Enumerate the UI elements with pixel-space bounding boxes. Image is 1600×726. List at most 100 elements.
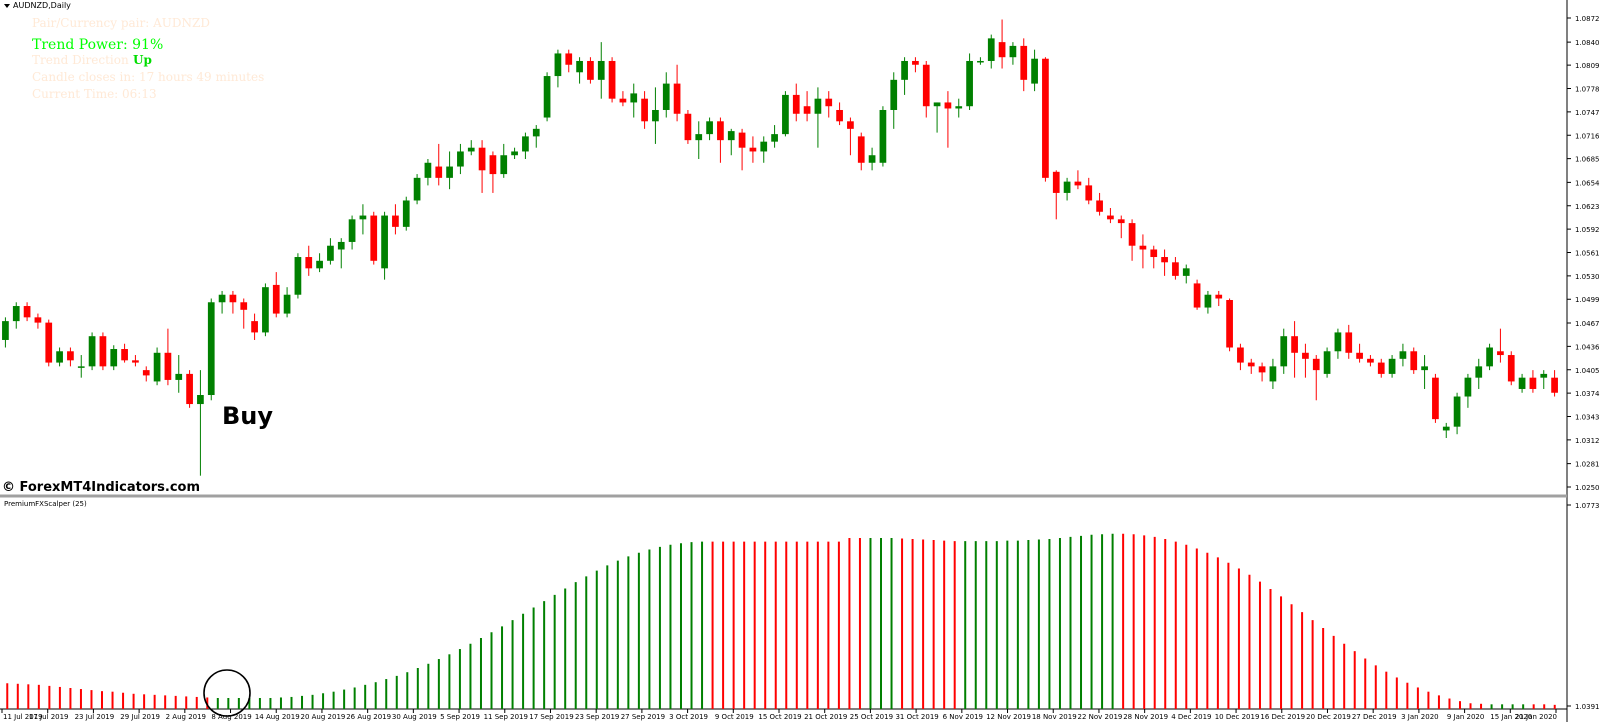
- candle: [413, 174, 421, 205]
- time-tick-label: 3 Oct 2019: [669, 713, 708, 721]
- candle-body: [1204, 294, 1212, 308]
- buy-signal-circle: [203, 669, 251, 717]
- candle: [327, 238, 334, 265]
- candle: [262, 283, 269, 337]
- candle: [1258, 362, 1266, 382]
- candle: [283, 287, 291, 318]
- candle: [1551, 370, 1558, 397]
- candle: [987, 34, 995, 69]
- candle-body: [1009, 45, 1017, 58]
- candle-body: [738, 132, 746, 148]
- candle: [132, 355, 139, 367]
- time-tick-label: 16 Dec 2019: [1260, 713, 1305, 721]
- candle-body: [1377, 362, 1385, 374]
- candle: [1334, 328, 1342, 359]
- candle-body: [175, 373, 183, 380]
- candle: [1345, 324, 1353, 359]
- candle: [240, 298, 248, 329]
- candle: [738, 128, 746, 171]
- candle-body: [1172, 262, 1179, 276]
- candle-body: [272, 284, 280, 314]
- time-tick-label: 18 Nov 2019: [1032, 713, 1077, 721]
- candle: [121, 343, 128, 363]
- time-tick-label: 31 Oct 2019: [895, 713, 938, 721]
- candle: [1063, 177, 1071, 201]
- candle-body: [56, 351, 63, 363]
- candle: [446, 151, 453, 190]
- candle-body: [381, 215, 388, 269]
- candle: [207, 298, 215, 401]
- candle-body: [966, 60, 973, 107]
- candle: [998, 19, 1006, 69]
- candle-body: [706, 121, 713, 135]
- candle-body: [511, 151, 518, 156]
- candle: [45, 319, 53, 367]
- candle: [522, 132, 529, 160]
- candle: [1226, 298, 1233, 352]
- time-tick-label: 15 Jan 2020: [1490, 713, 1532, 721]
- candle: [847, 117, 854, 156]
- candle-body: [1529, 377, 1537, 389]
- candle: [12, 302, 20, 329]
- candle-body: [413, 177, 421, 201]
- candle: [771, 125, 778, 148]
- candle: [608, 57, 616, 103]
- candle-body: [1226, 300, 1233, 348]
- candle: [1377, 358, 1385, 378]
- candle-body: [1442, 426, 1450, 431]
- candle: [1302, 343, 1309, 378]
- candle-body: [218, 294, 226, 303]
- candle-body: [565, 53, 573, 65]
- time-tick-label: 9 Oct 2019: [715, 713, 754, 721]
- price-tick-label: 1.08095: [1575, 62, 1600, 70]
- time-tick-label: 2 Aug 2019: [166, 713, 206, 721]
- time-tick-label: 12 Nov 2019: [986, 713, 1031, 721]
- candle: [511, 147, 518, 160]
- candle-body: [1247, 362, 1255, 367]
- candle-body: [1551, 377, 1558, 393]
- candle-body: [1020, 45, 1028, 80]
- price-tick-label: 1.07475: [1575, 109, 1600, 117]
- candle-body: [45, 322, 53, 363]
- candle: [1280, 328, 1288, 374]
- candle: [1204, 290, 1212, 314]
- time-tick-label: 27 Dec 2019: [1352, 713, 1397, 721]
- dropdown-triangle-icon[interactable]: [4, 4, 10, 8]
- time-tick-label: 3 Jan 2020: [1401, 713, 1439, 721]
- info-trend-direction-value: Up: [133, 53, 152, 67]
- candle: [890, 72, 898, 129]
- candle-body: [1475, 366, 1483, 378]
- candle: [1128, 219, 1136, 261]
- candle: [1215, 290, 1223, 307]
- candle-body: [1063, 181, 1071, 193]
- candle: [1237, 343, 1244, 371]
- candle-body: [1150, 249, 1158, 258]
- candle: [1020, 38, 1028, 92]
- candle-body: [1518, 377, 1526, 389]
- candle: [110, 345, 118, 371]
- candle-body: [1085, 185, 1093, 201]
- candle-body: [684, 113, 692, 141]
- candle-body: [1323, 351, 1331, 374]
- time-tick-label: 4 Dec 2019: [1171, 713, 1211, 721]
- candle-body: [901, 60, 908, 80]
- candle-body: [760, 141, 768, 152]
- candle: [99, 332, 107, 371]
- info-pair: Pair/Currency pair: AUDNZD: [32, 16, 210, 30]
- candle: [1453, 392, 1461, 435]
- candle-body: [1453, 396, 1461, 427]
- candle: [2, 317, 9, 348]
- candle-body: [587, 60, 594, 80]
- candle: [1442, 422, 1450, 438]
- candle: [933, 102, 941, 133]
- candle: [175, 355, 183, 393]
- price-tick-label: 1.03125: [1575, 437, 1600, 445]
- candle: [1291, 321, 1298, 378]
- price-tick-label: 1.05300: [1575, 273, 1600, 281]
- candle: [1507, 351, 1515, 386]
- indicator-tick-label: 1.07736: [1575, 502, 1600, 510]
- candle-body: [652, 109, 659, 122]
- candle: [23, 302, 31, 322]
